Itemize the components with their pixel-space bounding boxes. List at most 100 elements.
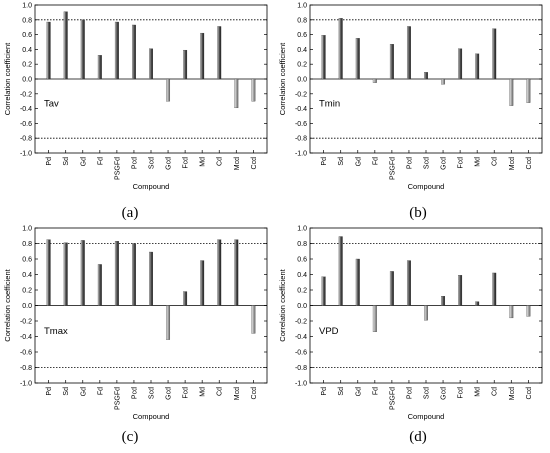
x-tick-label: Gd — [355, 157, 362, 166]
x-tick-label: Md — [200, 157, 207, 167]
x-tick-label: Pcd — [406, 387, 413, 399]
bar-Ccd — [526, 305, 531, 317]
variable-annotation: Tav — [44, 98, 59, 109]
x-tick-label: Ccd — [526, 387, 533, 400]
bar-Fd — [97, 264, 102, 306]
bar-Scd — [424, 305, 428, 321]
y-tick-label: 0.8 — [22, 241, 32, 248]
bar-Pd — [321, 35, 326, 80]
y-tick-label: 0.0 — [297, 303, 307, 310]
bar-Cd — [217, 26, 222, 80]
x-tick-label: Sd — [338, 387, 345, 396]
x-tick-label: Cd — [492, 157, 499, 166]
y-tick-label: -0.2 — [20, 91, 32, 98]
x-tick-label: Mcd — [509, 157, 516, 170]
x-tick-label: Sd — [338, 157, 345, 166]
y-tick-label: 0.0 — [297, 77, 307, 84]
y-tick-label: -0.8 — [20, 365, 32, 372]
y-tick-label: -0.8 — [20, 136, 32, 143]
x-tick-label: Mcd — [234, 387, 241, 400]
bar-Gd — [80, 19, 85, 80]
x-tick-label: Cd — [217, 387, 224, 396]
x-tick-label: Scd — [424, 387, 431, 399]
bar-Md — [200, 32, 205, 80]
bar-Cd — [492, 272, 497, 306]
y-tick-label: -0.4 — [20, 334, 32, 341]
bar-Fd — [97, 55, 102, 80]
bar-Mcd — [509, 78, 514, 106]
x-tick-label: Pd — [321, 387, 328, 396]
bar-PSGFd — [114, 21, 119, 80]
y-tick-label: -0.2 — [295, 319, 307, 326]
y-axis-title: Correlation coefficient — [278, 268, 287, 341]
bar-Gd — [80, 240, 85, 306]
y-tick-label: 0.2 — [22, 62, 32, 69]
y-tick-label: 0.0 — [22, 77, 32, 84]
bar-Scd — [149, 48, 153, 80]
bar-Sd — [63, 11, 68, 80]
y-tick-label: 0.2 — [297, 62, 307, 69]
y-tick-label: -0.8 — [295, 136, 307, 143]
bar-Sd — [63, 242, 68, 306]
x-tick-label: Md — [200, 387, 207, 397]
y-tick-label: 0.6 — [22, 257, 32, 264]
bar-Pd — [321, 276, 326, 306]
x-tick-label: Ccd — [251, 387, 258, 400]
bar-Pd — [46, 239, 51, 306]
bar-Pcd — [131, 243, 136, 306]
y-tick-label: 0.4 — [297, 47, 307, 54]
y-tick-label: -0.4 — [295, 106, 307, 113]
y-tick-label: -1.0 — [295, 151, 307, 158]
x-tick-label: Fd — [97, 157, 104, 165]
x-tick-label: Pd — [321, 157, 328, 166]
x-tick-label: Scd — [424, 157, 431, 169]
y-tick-label: 0.2 — [297, 288, 307, 295]
y-tick-label: 0.4 — [22, 47, 32, 54]
bar-Cd — [217, 239, 222, 306]
y-tick-label: 0.8 — [22, 17, 32, 24]
y-tick-label: 0.2 — [22, 288, 32, 295]
x-tick-label: Md — [475, 387, 482, 397]
y-tick-label: -0.6 — [295, 350, 307, 357]
bar-Mcd — [509, 305, 514, 319]
x-tick-label: Sd — [63, 157, 70, 166]
bar-Cd — [492, 28, 497, 80]
x-tick-label: Scd — [149, 387, 156, 399]
bar-Ccd — [526, 78, 531, 103]
x-tick-label: Gd — [80, 387, 87, 396]
y-tick-label: 1.0 — [297, 3, 307, 10]
bar-Pcd — [406, 260, 411, 306]
x-tick-label: Gcd — [166, 157, 173, 170]
x-axis-title: Compound — [408, 412, 445, 421]
x-tick-label: Gcd — [441, 157, 448, 170]
bar-Fd — [372, 305, 377, 333]
x-tick-label: Ccd — [251, 157, 258, 170]
y-tick-label: -0.4 — [20, 106, 32, 113]
bar-Ccd — [251, 78, 256, 102]
bar-PSGFd — [389, 44, 394, 80]
bar-PSGFd — [114, 241, 119, 306]
bar-Fcd — [183, 49, 188, 80]
x-tick-label: Mcd — [509, 387, 516, 400]
x-tick-label: Gd — [355, 387, 362, 396]
y-tick-label: -0.2 — [20, 319, 32, 326]
x-tick-label: Sd — [63, 387, 70, 396]
y-tick-label: -1.0 — [20, 151, 32, 158]
variable-annotation: Tmax — [44, 326, 68, 337]
y-tick-label: -1.0 — [295, 381, 307, 388]
bar-Mcd — [234, 78, 239, 109]
y-tick-label: 0.6 — [297, 257, 307, 264]
y-tick-label: -0.8 — [295, 365, 307, 372]
y-axis-title: Correlation coefficient — [3, 268, 12, 341]
chart-panel-2: 1.0 0.8 0.6 0.4 0.2 0.0 -0.2 -0.4 -0.6 -0.8 -1.0 Pd… — [278, 3, 543, 221]
x-tick-label: Ccd — [526, 157, 533, 170]
panel-label: (b) — [409, 205, 427, 221]
x-axis-title: Compound — [133, 412, 170, 421]
x-tick-label: PSGFd — [114, 387, 121, 410]
bar-PSGFd — [389, 271, 394, 306]
x-tick-label: Scd — [149, 157, 156, 169]
x-axis-title: Compound — [133, 182, 170, 191]
x-tick-label: Fcd — [458, 387, 465, 399]
chart-panel-4: 1.0 0.8 0.6 0.4 0.2 0.0 -0.2 -0.4 -0.6 -0.8 -1.0 Pd… — [278, 226, 543, 445]
